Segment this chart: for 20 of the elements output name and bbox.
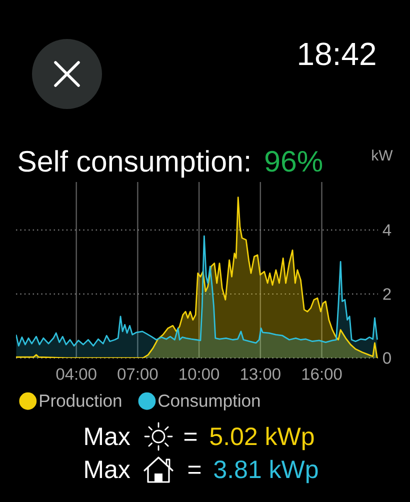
text: Max — [85, 428, 130, 446]
text: = — [184, 432, 197, 441]
text: 3.81 kWp — [214, 460, 318, 484]
legend-label: Consumption — [158, 394, 260, 410]
text: = — [188, 466, 201, 474]
x-tick-label: 10:00 — [180, 368, 220, 380]
x-tick-label: 04:00 — [56, 368, 96, 380]
text: 5.02 kWp — [210, 426, 314, 450]
chart-subtitle: 96% — [265, 150, 322, 172]
x-tick-label: 16:00 — [302, 368, 342, 380]
chart-title: Self consumption: — [18, 150, 249, 178]
y-tick-label: 0 — [383, 352, 391, 364]
text: Max — [85, 460, 130, 478]
y-tick-label: 2 — [383, 288, 391, 300]
x-tick-label: 07:00 — [118, 368, 158, 380]
text: 18:42 — [299, 42, 376, 66]
y-axis-title: kW — [372, 150, 393, 160]
legend-label: Production — [40, 394, 122, 407]
y-tick-label: 4 — [382, 224, 392, 236]
x-tick-label: 13:00 — [241, 368, 280, 380]
